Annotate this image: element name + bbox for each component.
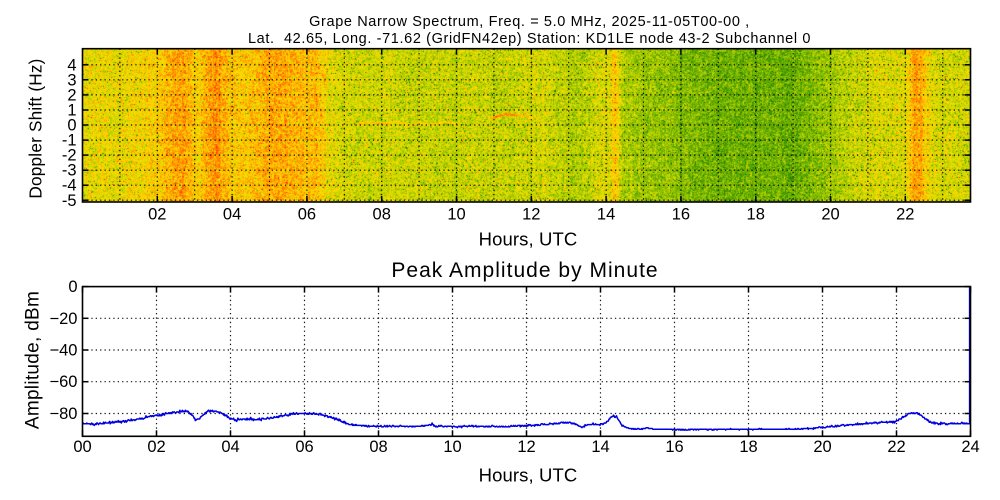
svg-text:4: 4 (67, 56, 76, 74)
svg-text:2: 2 (67, 86, 76, 104)
svg-text:06: 06 (298, 206, 316, 224)
svg-text:22: 22 (887, 438, 905, 456)
svg-text:02: 02 (148, 206, 166, 224)
svg-text:06: 06 (295, 438, 313, 456)
svg-text:16: 16 (665, 438, 683, 456)
svg-text:10: 10 (443, 438, 461, 456)
svg-text:0: 0 (68, 278, 77, 296)
svg-text:14: 14 (597, 206, 615, 224)
svg-text:08: 08 (369, 438, 387, 456)
svg-text:-5: -5 (62, 192, 77, 210)
svg-text:-3: -3 (62, 162, 77, 180)
svg-text:16: 16 (672, 206, 690, 224)
svg-text:Amplitude, dBm: Amplitude, dBm (23, 291, 44, 429)
svg-text:Hours, UTC: Hours, UTC (479, 229, 578, 250)
svg-text:0: 0 (67, 117, 76, 135)
svg-text:−80: −80 (50, 405, 78, 423)
svg-text:Lat. 42.65, Long. -71.62 (Gri: Lat. 42.65, Long. -71.62 (GridFN42ep) St… (248, 31, 811, 47)
svg-text:-1: -1 (62, 132, 77, 150)
svg-text:−60: −60 (50, 373, 78, 391)
svg-text:-4: -4 (62, 177, 77, 195)
svg-text:Peak Amplitude by Minute: Peak Amplitude by Minute (391, 259, 658, 282)
svg-text:18: 18 (739, 438, 757, 456)
svg-text:−20: −20 (50, 310, 78, 328)
svg-text:12: 12 (522, 206, 540, 224)
svg-text:22: 22 (896, 206, 914, 224)
svg-text:12: 12 (517, 438, 535, 456)
svg-text:1: 1 (67, 102, 76, 120)
svg-text:00: 00 (73, 438, 91, 456)
svg-text:20: 20 (821, 206, 839, 224)
svg-text:10: 10 (447, 206, 465, 224)
svg-text:-2: -2 (62, 147, 77, 165)
svg-text:14: 14 (591, 438, 609, 456)
svg-text:02: 02 (147, 438, 165, 456)
svg-text:Doppler Shift (Hz): Doppler Shift (Hz) (26, 58, 46, 198)
svg-text:08: 08 (373, 206, 391, 224)
svg-text:Hours, UTC: Hours, UTC (479, 465, 578, 486)
svg-text:24: 24 (961, 438, 979, 456)
svg-text:Grape Narrow Spectrum, Freq. =: Grape Narrow Spectrum, Freq. = 5.0 MHz, … (309, 14, 750, 30)
svg-text:−40: −40 (50, 342, 78, 360)
svg-text:04: 04 (221, 438, 239, 456)
svg-text:20: 20 (813, 438, 831, 456)
svg-text:04: 04 (223, 206, 241, 224)
svg-text:3: 3 (67, 71, 76, 89)
svg-text:18: 18 (747, 206, 765, 224)
